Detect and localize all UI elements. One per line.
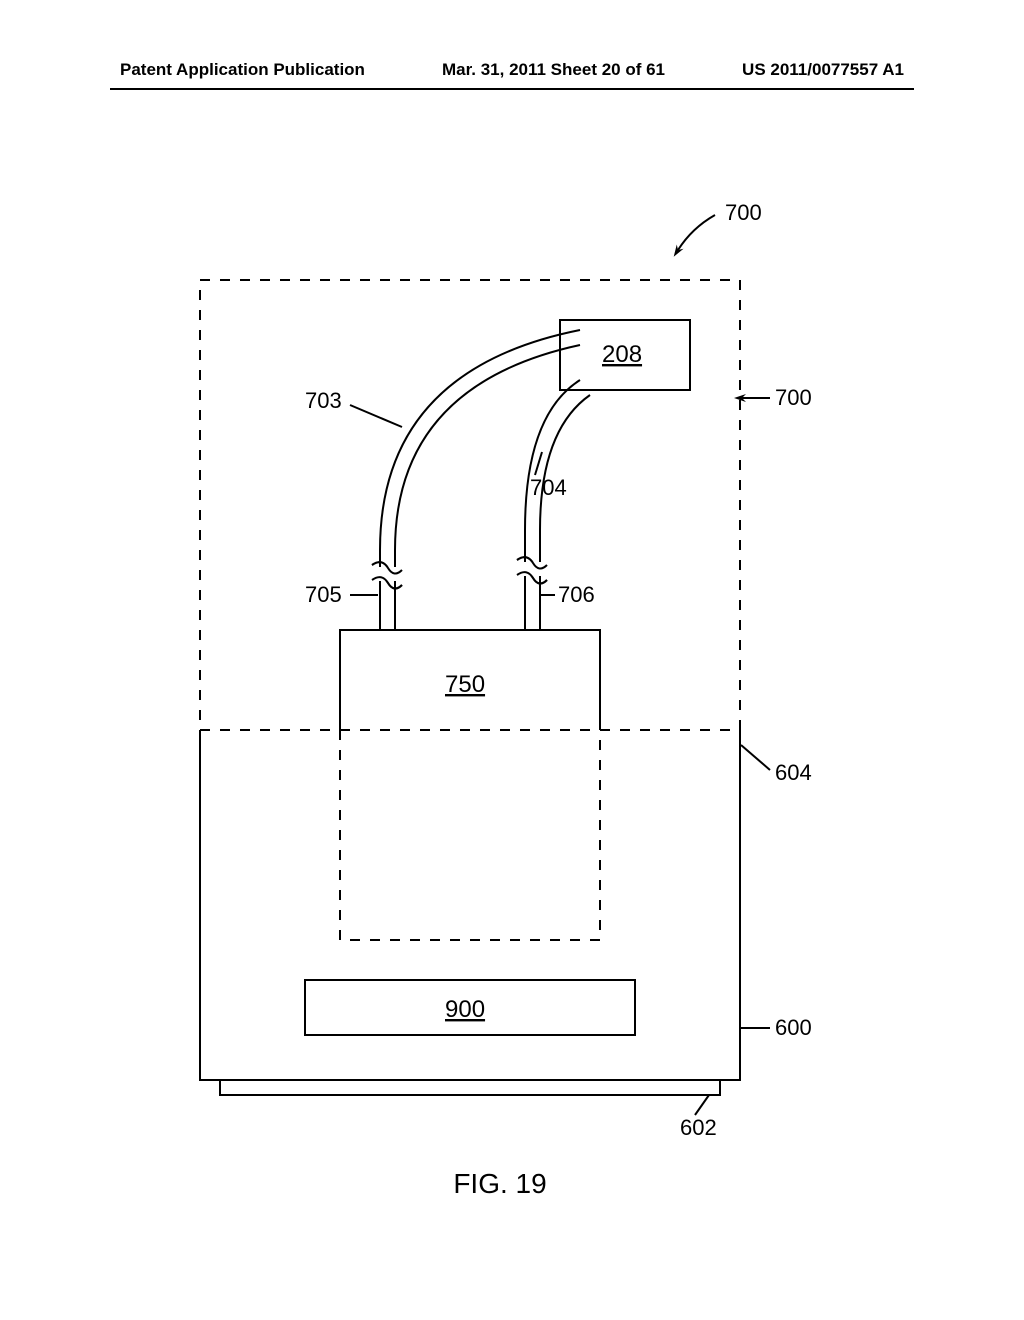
header-right: US 2011/0077557 A1 (742, 60, 904, 80)
figure-caption: FIG. 19 (453, 1168, 546, 1200)
label-700-side: 700 (775, 385, 812, 410)
label-705: 705 (305, 582, 342, 607)
base-plate-602 (220, 1080, 720, 1095)
label-208: 208 (602, 341, 642, 368)
label-602: 602 (680, 1115, 717, 1140)
header-center: Mar. 31, 2011 Sheet 20 of 61 (442, 60, 665, 80)
label-604: 604 (775, 760, 812, 785)
label-704: 704 (530, 475, 567, 500)
leader-604 (741, 745, 770, 770)
header-left: Patent Application Publication (120, 60, 365, 80)
label-750: 750 (445, 671, 485, 698)
label-703: 703 (305, 388, 342, 413)
figure-19: 700 208 750 900 (140, 190, 860, 1140)
label-600: 600 (775, 1015, 812, 1040)
leader-602 (695, 1095, 709, 1115)
solid-box-600 (200, 730, 740, 1080)
leader-704 (535, 452, 542, 475)
page-header: Patent Application Publication Mar. 31, … (120, 60, 904, 80)
label-706: 706 (558, 582, 595, 607)
leader-700-top (678, 215, 715, 250)
label-700-top: 700 (725, 200, 762, 225)
header-rule (110, 88, 914, 90)
label-900: 900 (445, 996, 485, 1023)
box-750-dashed (340, 730, 600, 940)
leader-703 (350, 405, 402, 427)
diagram-svg: 700 208 750 900 (140, 190, 860, 1140)
outer-dashed-box (200, 280, 740, 730)
